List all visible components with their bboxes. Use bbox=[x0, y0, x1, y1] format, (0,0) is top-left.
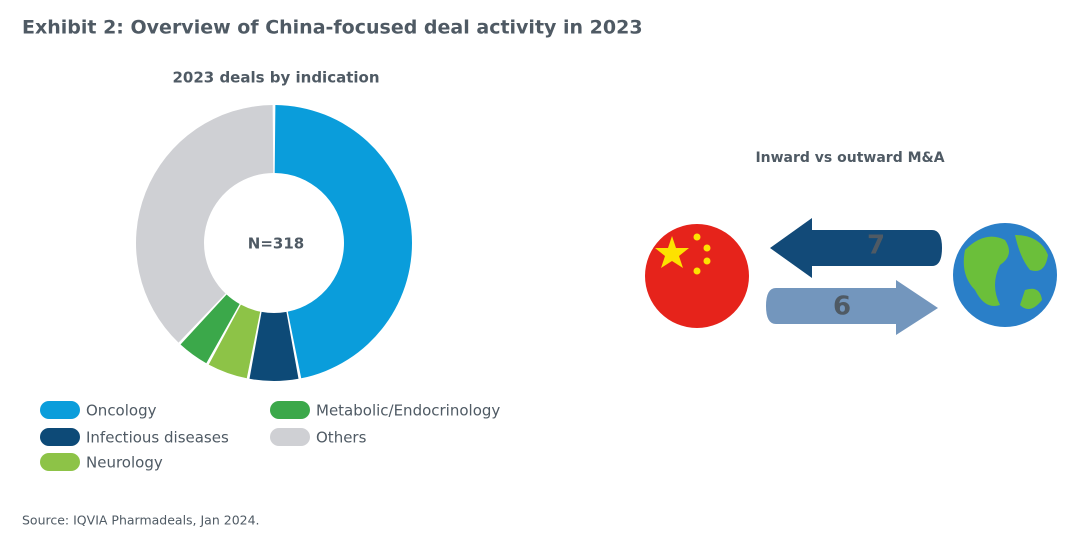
source: Source: IQVIA Pharmadeals, Jan 2024. bbox=[22, 513, 260, 528]
exhibit-title: Exhibit 2: Overview of China-focused dea… bbox=[22, 17, 643, 39]
legend-swatch bbox=[40, 401, 80, 419]
inward-arrow bbox=[770, 218, 942, 278]
donut-segment bbox=[274, 105, 413, 379]
legend-label: Metabolic/Endocrinology bbox=[316, 402, 500, 420]
flows-title: Inward vs outward M&A bbox=[755, 150, 944, 166]
legend-label: Oncology bbox=[86, 402, 157, 420]
legend-label: Neurology bbox=[86, 454, 163, 472]
chart-title: 2023 deals by indication bbox=[172, 69, 379, 87]
donut-segment bbox=[180, 294, 240, 364]
donut-segment bbox=[136, 105, 274, 343]
outward-count: 6 bbox=[833, 292, 851, 322]
donut-segment bbox=[208, 304, 261, 379]
legend-label: Infectious diseases bbox=[86, 429, 229, 447]
legend-label: Others bbox=[316, 429, 367, 447]
donut-segment bbox=[249, 311, 299, 381]
legend-swatch bbox=[270, 428, 310, 446]
inward-count: 7 bbox=[867, 231, 885, 261]
center-label: N=318 bbox=[248, 235, 304, 253]
globe bbox=[953, 223, 1057, 327]
legend-swatch bbox=[40, 453, 80, 471]
legend-swatch bbox=[270, 401, 310, 419]
legend-swatch bbox=[40, 428, 80, 446]
china-flag bbox=[645, 224, 749, 328]
outward-arrow bbox=[766, 280, 938, 335]
